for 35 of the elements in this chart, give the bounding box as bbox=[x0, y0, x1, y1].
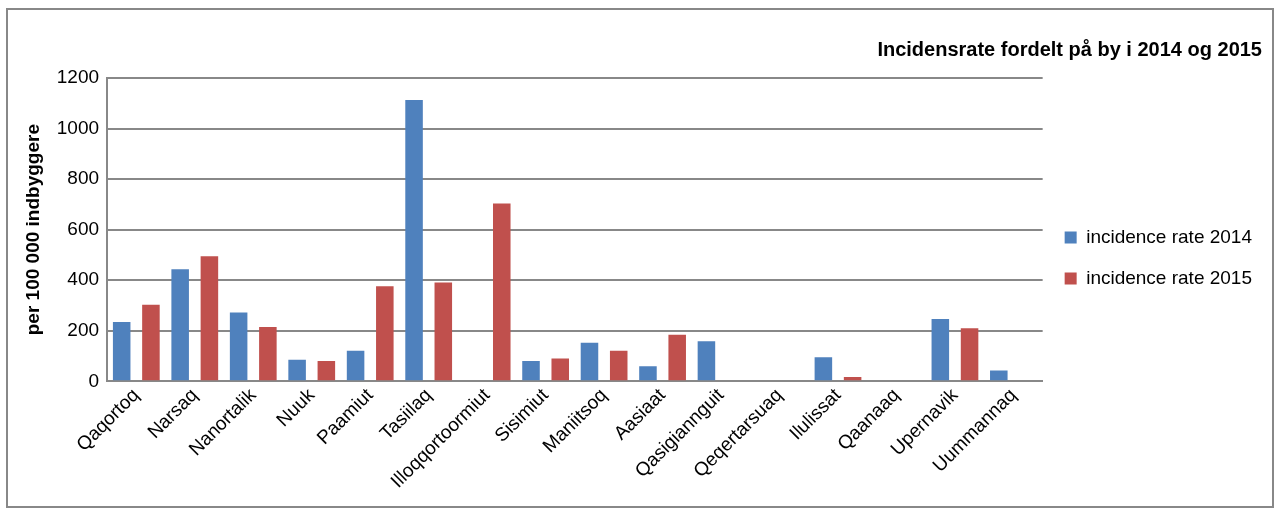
bar bbox=[697, 341, 716, 381]
bar bbox=[931, 319, 950, 381]
bar bbox=[960, 328, 979, 381]
bar bbox=[551, 358, 570, 381]
bar bbox=[522, 361, 540, 381]
bar bbox=[405, 99, 423, 381]
bar bbox=[229, 312, 248, 381]
bar bbox=[990, 370, 1008, 381]
bar bbox=[346, 350, 365, 381]
bar bbox=[142, 304, 160, 381]
y-tick-label: 200 bbox=[67, 318, 100, 340]
legend-label: incidence rate 2014 bbox=[1086, 225, 1253, 247]
bar bbox=[288, 359, 306, 381]
y-tick-label: 800 bbox=[67, 167, 100, 189]
bar bbox=[580, 342, 599, 381]
y-tick-label: 0 bbox=[88, 369, 100, 391]
bar bbox=[493, 203, 511, 381]
bar bbox=[171, 269, 189, 381]
y-tick-label: 1200 bbox=[56, 66, 100, 88]
bar bbox=[200, 256, 219, 381]
y-tick-label: 1000 bbox=[56, 116, 100, 138]
bar bbox=[376, 286, 394, 381]
y-axis-title: per 100 000 indbyggere bbox=[21, 124, 43, 336]
bar bbox=[639, 366, 657, 381]
bar bbox=[668, 334, 686, 381]
y-tick-label: 400 bbox=[67, 268, 100, 290]
y-tick-label: 600 bbox=[67, 217, 100, 239]
chart-title: Incidensrate fordelt på by i 2014 og 2015 bbox=[877, 37, 1262, 60]
bar bbox=[434, 282, 453, 381]
bar bbox=[317, 361, 336, 381]
bar bbox=[814, 357, 833, 381]
bar bbox=[609, 350, 628, 381]
legend-label: incidence rate 2015 bbox=[1086, 266, 1252, 288]
bar bbox=[259, 326, 277, 381]
bar bbox=[112, 321, 131, 381]
